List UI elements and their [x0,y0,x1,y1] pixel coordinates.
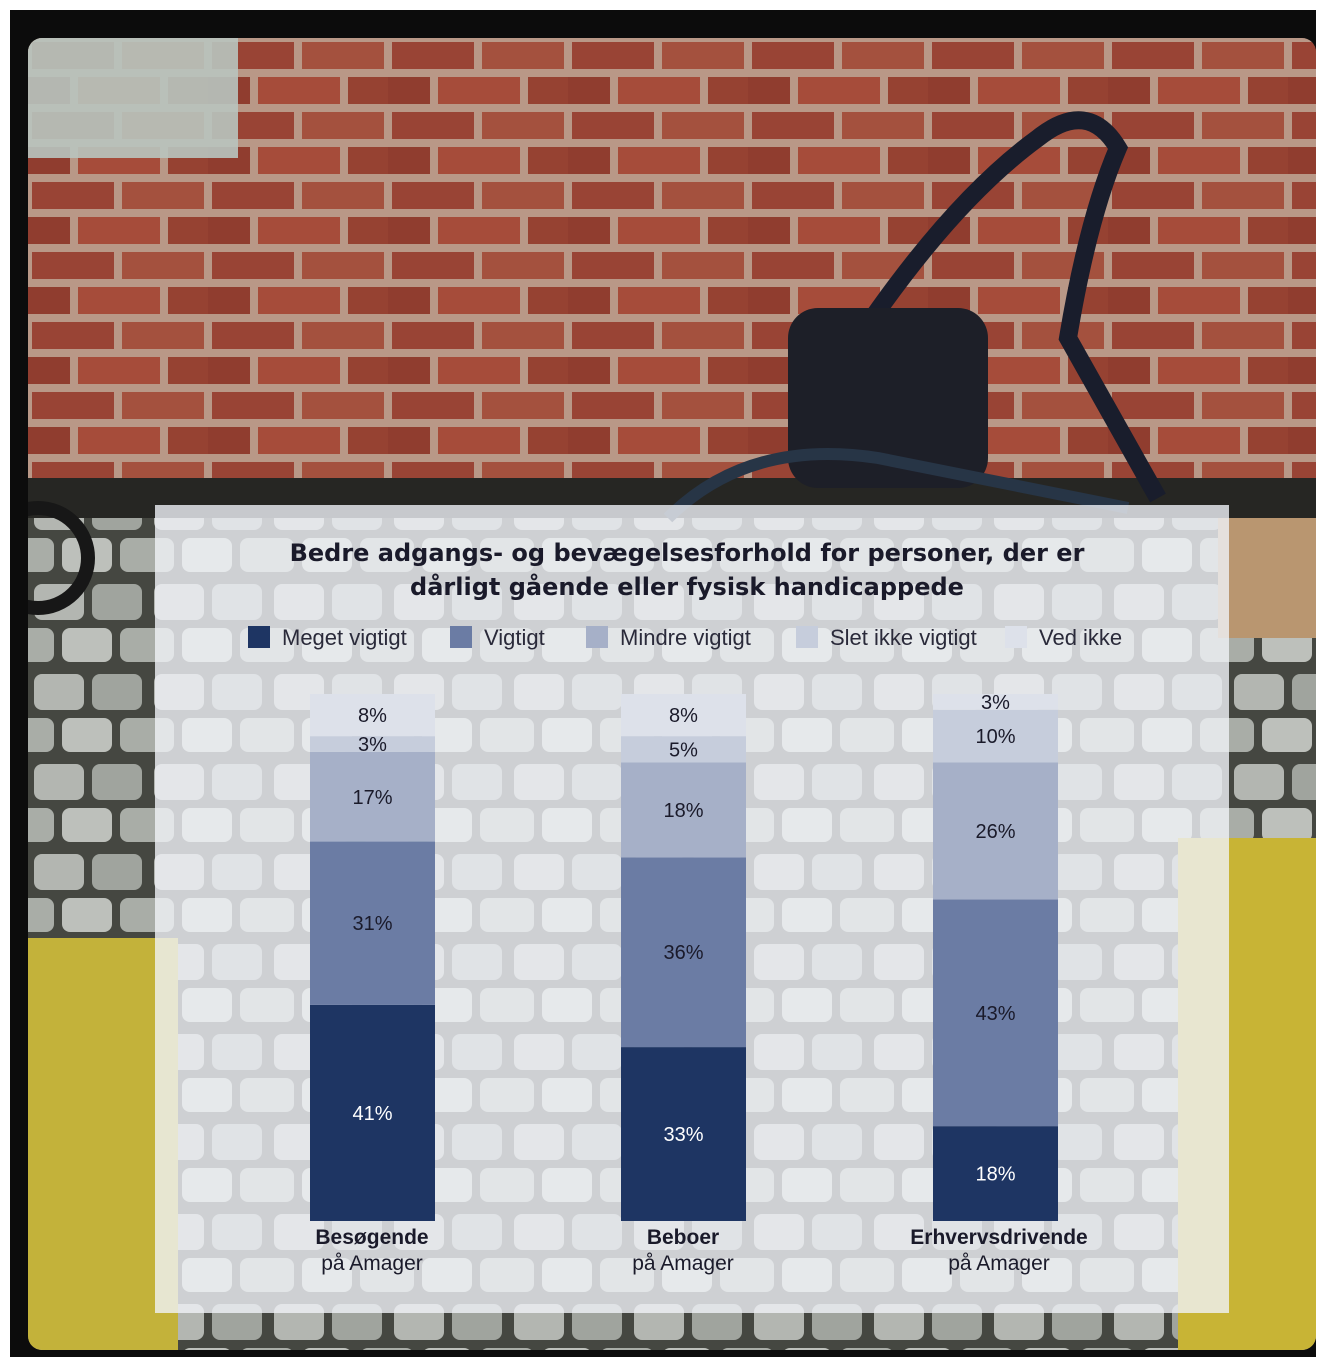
category-subtitle: på Amager [321,1252,423,1275]
data-label: 3% [981,692,1010,714]
data-label: 43% [975,1003,1015,1025]
category-name: Erhvervsdrivende [910,1226,1088,1249]
bar-segment [310,694,435,737]
legend-swatch [586,626,608,648]
category-subtitle: på Amager [632,1252,734,1275]
bar-segment [310,736,435,752]
bar-segment [933,694,1058,710]
data-label: 8% [358,705,387,727]
bar-segment [621,694,746,737]
chart-title-line-1: Bedre adgangs- og bevægelsesforhold for … [289,539,1085,567]
data-label: 8% [669,705,698,727]
data-label: 36% [663,942,703,964]
data-label: 18% [975,1164,1015,1186]
data-label: 33% [663,1124,703,1146]
category-subtitle: på Amager [948,1252,1050,1275]
data-label: 5% [669,739,698,761]
category-label-besogende: Besøgende på Amager [252,1225,492,1277]
data-label: 31% [352,913,392,935]
bar-segment [310,751,435,842]
bar-segment [621,736,746,763]
category-label-erhvervsdrivende: Erhvervsdrivende på Amager [879,1225,1119,1277]
legend-item-ved-ikke: Ved ikke [1005,624,1122,652]
bar-segment [310,841,435,1005]
category-label-beboer: Beboer på Amager [563,1225,803,1277]
legend-swatch [1005,626,1027,648]
legend-swatch [248,626,270,648]
data-label: 41% [352,1103,392,1125]
legend-label: Mindre vigtigt [620,625,751,650]
legend-item-vigtigt: Vigtigt [450,624,545,652]
data-label: 17% [352,787,392,809]
legend-label: Vigtigt [484,625,545,650]
bar-segment [933,899,1058,1127]
bar-segment [621,857,746,1048]
bar-segment [933,762,1058,900]
data-label: 10% [975,726,1015,748]
chart-title-line-2: dårligt gående eller fysisk handicappede [410,573,964,601]
chart-title: Bedre adgangs- og bevægelsesforhold for … [0,536,1326,604]
data-label: 26% [975,821,1015,843]
legend-label: Slet ikke vigtigt [830,625,977,650]
bar-segment [621,762,746,858]
legend-swatch [796,626,818,648]
legend-item-mindre-vigtigt: Mindre vigtigt [586,624,751,652]
data-label: 3% [358,734,387,756]
bar-segment [933,709,1058,763]
legend-item-meget-vigtigt: Meget vigtigt [248,624,407,652]
legend-swatch [450,626,472,648]
legend-item-slet-ikke-vigtigt: Slet ikke vigtigt [796,624,977,652]
bar-segment [621,1047,746,1221]
bar-segment [310,1004,435,1221]
category-name: Besøgende [315,1226,429,1249]
legend-label: Meget vigtigt [282,625,407,650]
category-name: Beboer [646,1226,720,1249]
data-label: 18% [663,800,703,822]
legend-label: Ved ikke [1039,625,1123,650]
bar-segment [933,1126,1058,1221]
